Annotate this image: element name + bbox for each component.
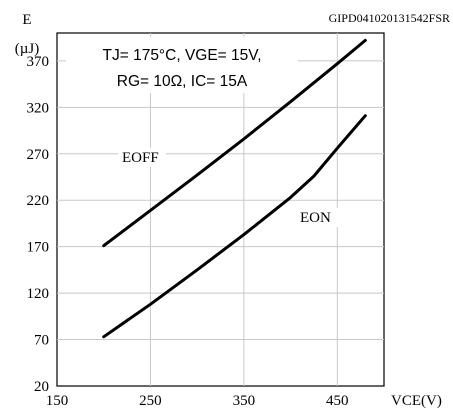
series-label-bg: [118, 148, 166, 167]
y-tick-label: 20: [34, 379, 49, 395]
y-axis-symbol: E: [22, 12, 31, 28]
series-label-eon: EON: [300, 210, 331, 226]
y-tick-label: 320: [27, 100, 50, 116]
x-tick-label: 150: [46, 393, 69, 409]
series-label-bg: [296, 208, 344, 227]
x-tick-label: 450: [326, 393, 349, 409]
y-tick-label: 170: [27, 240, 50, 256]
series-line-eon: [102, 114, 367, 339]
y-tick-label: 220: [27, 193, 50, 209]
header-code: GIPD041020131542FSR: [329, 11, 450, 25]
conditions-box: TJ= 175°C, VGE= 15V, RG= 10Ω, IC= 15A: [66, 37, 298, 93]
series-label-eoff: EOFF: [122, 150, 159, 166]
conditions-line-2: RG= 10Ω, IC= 15A: [117, 73, 248, 90]
plot-frame: [56, 32, 385, 387]
conditions-background: [66, 37, 298, 93]
x-tick-labels: 150 250 350 450: [46, 393, 349, 409]
series-line-eoff: [102, 38, 367, 248]
series-group: [102, 38, 367, 339]
x-axis-label: VCE(V): [391, 393, 442, 409]
y-tick-label: 70: [34, 333, 49, 349]
y-tick-labels: 20 70 120 170 220 270 320 370: [27, 54, 50, 395]
y-tick-label: 270: [27, 147, 50, 163]
x-tick-label: 250: [139, 393, 162, 409]
y-axis-unit: (µJ): [15, 41, 39, 57]
y-tick-label: 370: [27, 54, 50, 70]
conditions-line-1: TJ= 175°C, VGE= 15V,: [103, 47, 262, 64]
x-tick-label: 350: [233, 393, 256, 409]
series-labels: EOFF EON: [118, 148, 344, 227]
y-tick-label: 120: [27, 286, 50, 302]
